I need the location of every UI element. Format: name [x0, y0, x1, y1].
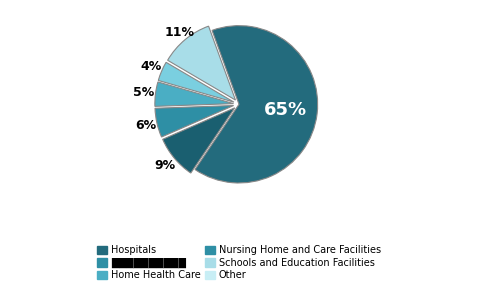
- Text: 4%: 4%: [140, 60, 162, 73]
- Wedge shape: [155, 82, 234, 106]
- Text: 9%: 9%: [155, 159, 176, 172]
- Wedge shape: [155, 105, 234, 137]
- Text: 5%: 5%: [133, 86, 154, 99]
- Text: 11%: 11%: [164, 27, 195, 39]
- Legend: Hospitals, ██████████, Home Health Care, Nursing Home and Care Facilities, Schoo: Hospitals, ██████████, Home Health Care,…: [93, 241, 385, 284]
- Wedge shape: [163, 108, 235, 173]
- Wedge shape: [168, 26, 236, 100]
- Text: 6%: 6%: [135, 119, 156, 132]
- Wedge shape: [195, 26, 318, 183]
- Wedge shape: [158, 62, 234, 102]
- Text: 65%: 65%: [264, 101, 307, 119]
